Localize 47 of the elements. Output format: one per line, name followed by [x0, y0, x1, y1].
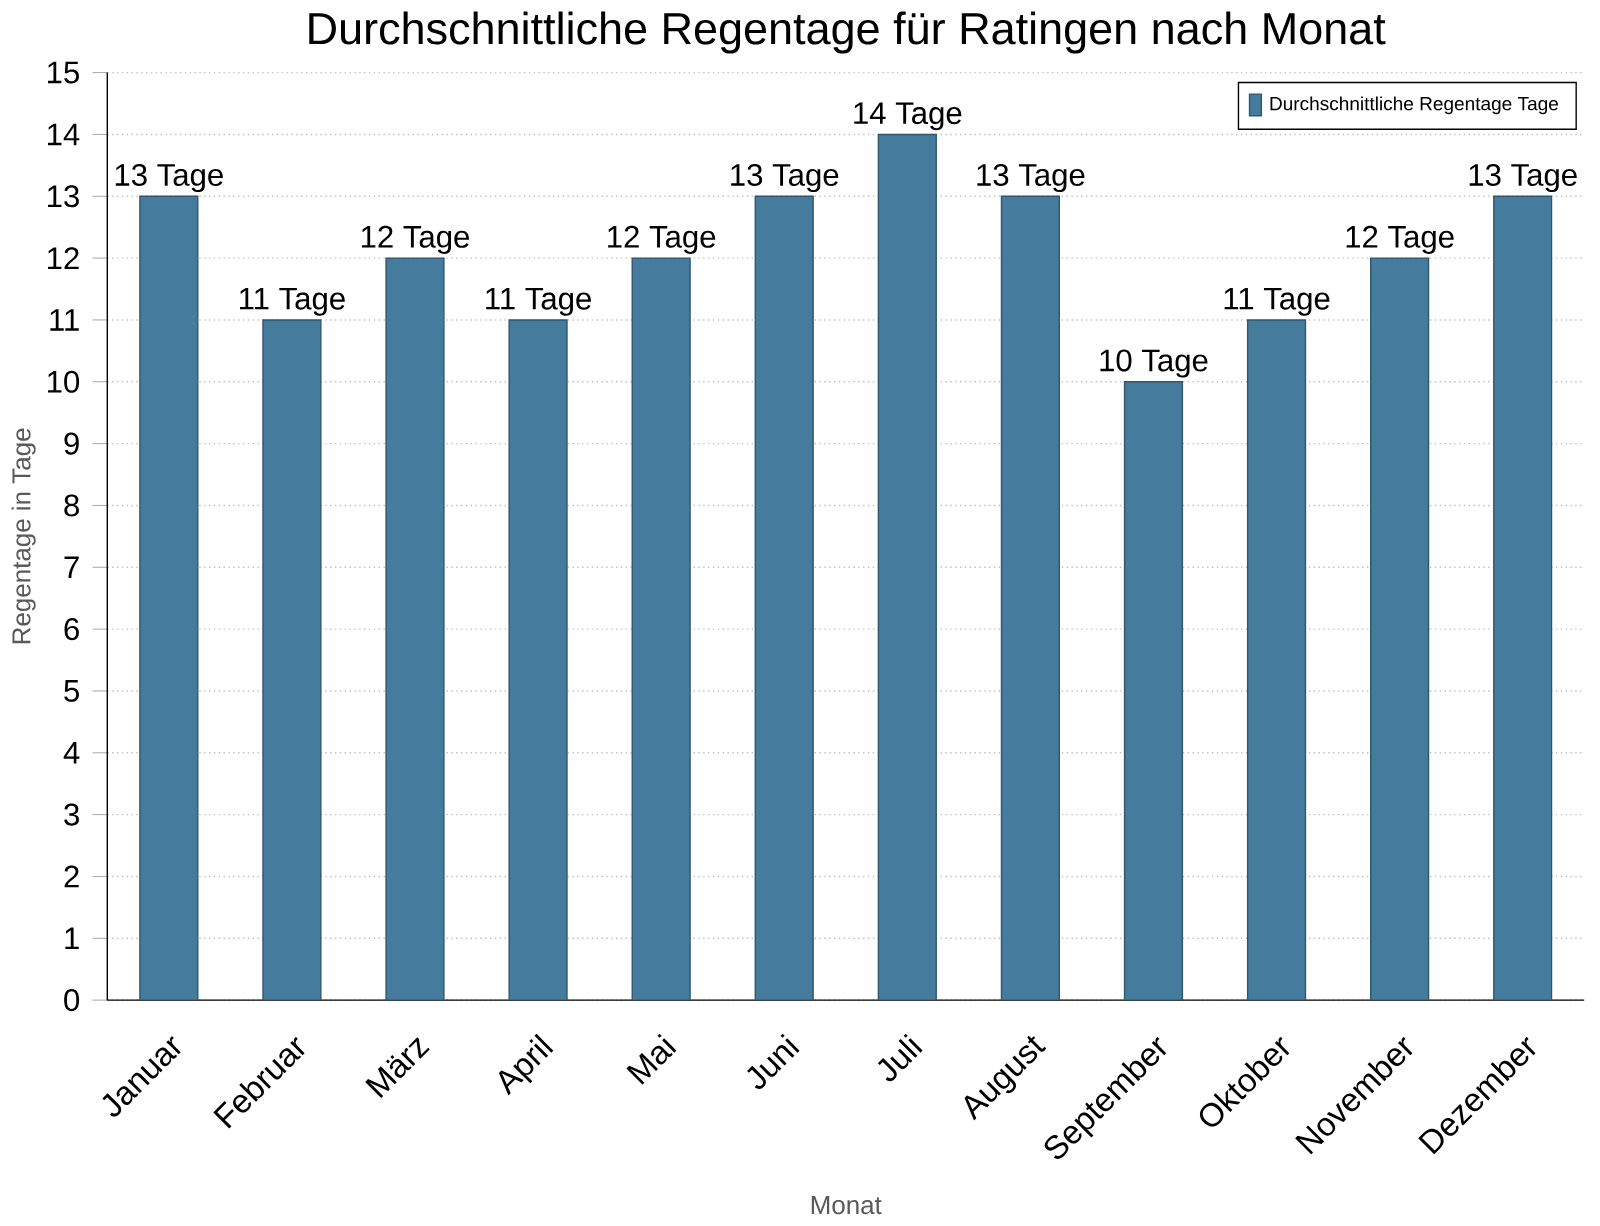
data-label: 11 Tage: [486, 288, 591, 316]
y-tick-label: 0: [64, 989, 80, 1012]
y-tick-label: 12: [48, 247, 79, 270]
y-tick-label: 7: [64, 556, 79, 579]
y-tick-label: 13: [48, 185, 79, 208]
y-tick-label: 14: [48, 123, 80, 146]
bar: [385, 257, 445, 1001]
legend-label: Durchschnittliche Regentage Tage: [1270, 96, 1558, 115]
y-tick-label: 6: [64, 618, 79, 641]
bar: [877, 133, 937, 1001]
bar: [262, 319, 322, 1001]
y-tick-label: 11: [50, 309, 79, 331]
bar: [1000, 195, 1061, 1001]
bar: [1123, 381, 1184, 1001]
data-label: 13 Tage: [115, 164, 223, 193]
y-tick-label: 1: [65, 927, 79, 950]
y-tick-label: 2: [64, 865, 79, 888]
data-label: 13 Tage: [731, 164, 839, 193]
chart-title: Durchschnittliche Regentage für Ratingen nach Monat: [309, 11, 1386, 54]
data-label: 12 Tage: [361, 225, 470, 255]
data-label: 10 Tage: [1100, 349, 1208, 378]
y-tick-label: 15: [48, 61, 79, 84]
y-tick-label: 9: [64, 432, 79, 455]
bar: [754, 195, 814, 1001]
bar: [1493, 195, 1553, 1001]
data-label: 11 Tage: [1224, 288, 1330, 316]
data-label: 12 Tage: [608, 225, 716, 255]
data-label: 11 Tage: [240, 288, 345, 316]
y-axis-title: Regentage in Tage: [11, 428, 36, 644]
bar: [508, 319, 568, 1001]
y-tick-label: 3: [64, 803, 79, 826]
x-tick-label: Juli: [877, 1033, 923, 1082]
bar: [631, 257, 691, 1001]
y-tick-label: 5: [64, 680, 79, 702]
bar: [139, 195, 199, 1001]
bar: [1370, 257, 1430, 1001]
x-axis-title: Monat: [811, 1196, 882, 1215]
data-label: 12 Tage: [1346, 225, 1454, 255]
x-tick-label: Mai: [626, 1033, 677, 1085]
y-tick-label: 4: [63, 742, 80, 764]
data-label: 13 Tage: [1469, 164, 1577, 193]
x-tick-label: Juni: [747, 1033, 800, 1090]
y-tick-label: 8: [64, 494, 79, 517]
y-tick-label: 10: [48, 370, 80, 393]
bar: [1246, 319, 1307, 1001]
data-label: 13 Tage: [977, 164, 1085, 193]
data-label: 14 Tage: [854, 102, 962, 131]
